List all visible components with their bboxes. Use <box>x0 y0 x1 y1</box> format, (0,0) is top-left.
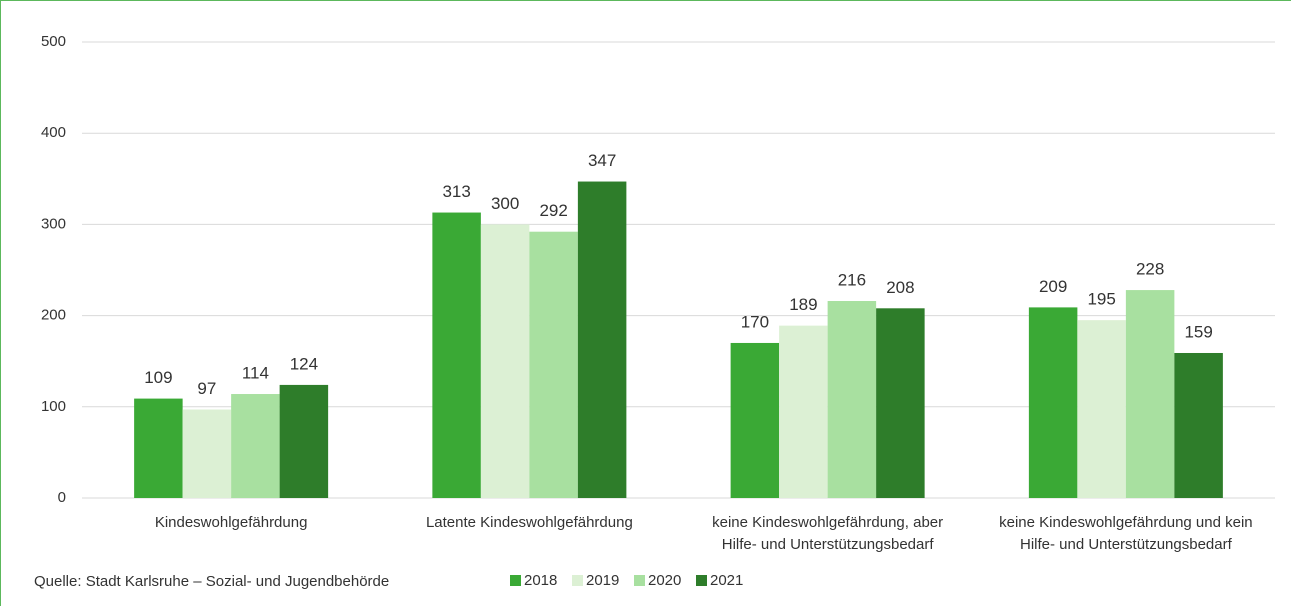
x-tick-label: Hilfe- und Unterstützungsbedarf <box>1020 536 1233 553</box>
value-label: 216 <box>838 270 866 289</box>
legend-label: 2018 <box>524 572 557 589</box>
x-tick-label: keine Kindeswohlgefährdung und kein <box>999 514 1253 531</box>
bar <box>876 308 925 498</box>
value-label: 170 <box>741 312 769 331</box>
value-label: 159 <box>1184 322 1212 341</box>
legend-swatch <box>634 575 645 586</box>
y-tick-label: 400 <box>41 124 66 141</box>
bar <box>730 342 780 498</box>
bar <box>1028 307 1078 498</box>
x-tick-label: keine Kindeswohlgefährdung, aber <box>712 514 943 531</box>
bar <box>134 398 183 498</box>
bar <box>1077 320 1126 498</box>
value-label: 209 <box>1039 277 1067 296</box>
y-tick-label: 500 <box>41 33 66 50</box>
value-label: 195 <box>1087 290 1115 309</box>
legend-swatch <box>696 575 707 586</box>
legend-swatch <box>572 575 583 586</box>
value-label: 347 <box>588 151 616 170</box>
value-label: 228 <box>1136 260 1164 279</box>
bar <box>231 394 280 498</box>
legend-label: 2021 <box>710 572 743 589</box>
legend-swatch <box>510 575 521 586</box>
value-label: 208 <box>886 278 914 297</box>
value-label: 97 <box>197 379 216 398</box>
legend-label: 2020 <box>648 572 681 589</box>
y-tick-label: 0 <box>58 489 66 506</box>
value-label: 300 <box>491 194 519 213</box>
value-label: 114 <box>242 364 269 383</box>
value-label: 292 <box>539 201 567 220</box>
bar <box>779 325 828 498</box>
bar <box>1174 352 1223 498</box>
x-tick-label: Kindeswohlgefährdung <box>155 514 308 531</box>
x-tick-label: Latente Kindeswohlgefährdung <box>426 514 633 531</box>
bar <box>827 301 877 498</box>
value-label: 109 <box>144 368 172 387</box>
bar <box>432 212 481 498</box>
bar <box>480 224 530 498</box>
bar <box>182 409 232 498</box>
value-label: 313 <box>442 182 470 201</box>
legend-label: 2019 <box>586 572 619 589</box>
bar <box>1125 290 1175 498</box>
value-label: 124 <box>290 354 318 373</box>
y-tick-label: 300 <box>41 215 66 232</box>
y-tick-label: 200 <box>41 307 66 324</box>
bar <box>529 231 578 499</box>
y-tick-label: 100 <box>41 398 66 415</box>
bar <box>577 181 627 498</box>
x-tick-label: Hilfe- und Unterstützungsbedarf <box>722 536 935 553</box>
source: Quelle: Stadt Karlsruhe – Sozial- und Ju… <box>34 573 389 590</box>
bar <box>279 384 329 498</box>
value-label: 189 <box>789 295 817 314</box>
